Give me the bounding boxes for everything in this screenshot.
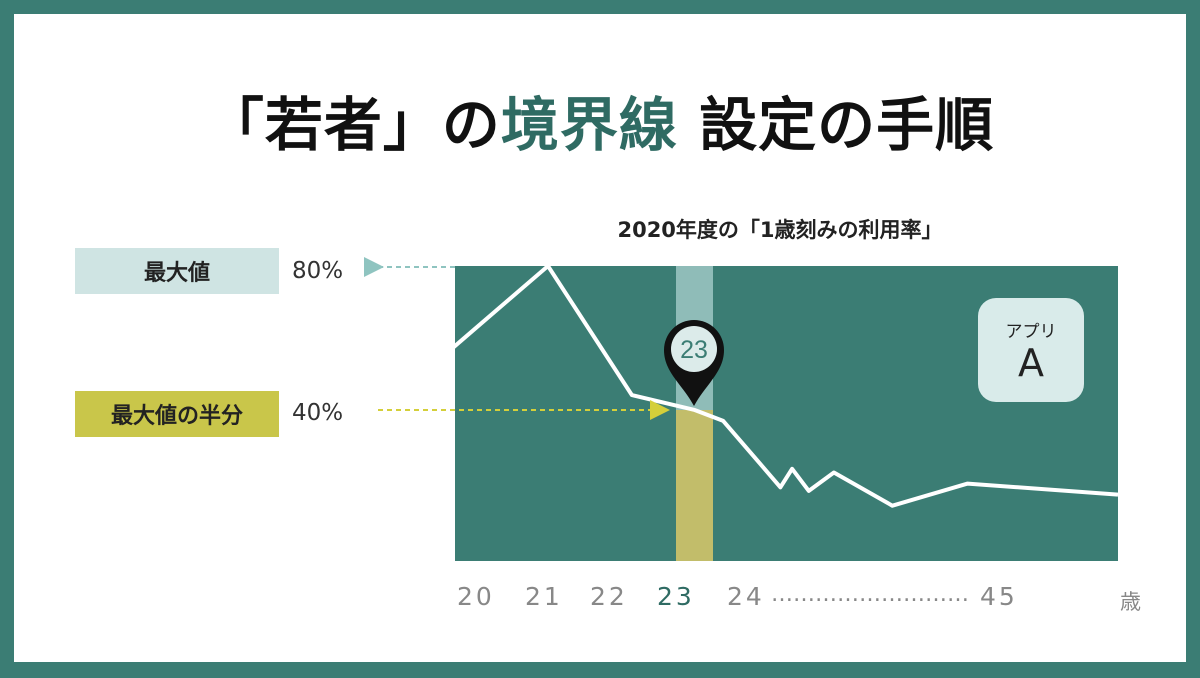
max-value-percent: 80% (292, 258, 344, 284)
x-tick-ellipsis: ……………………… (771, 582, 969, 607)
title-part-2: 境界線 (500, 91, 678, 159)
x-tick-label-highlight: 23 (657, 582, 695, 611)
x-tick-label: 24 (727, 582, 765, 611)
highlight-band-lower (676, 410, 713, 561)
page-title: 「若者」の境界線 設定の手順 (0, 78, 1200, 162)
marker-label: 23 (680, 336, 708, 364)
app-label-big: A (1018, 340, 1044, 385)
x-tick-label: 45 (980, 582, 1018, 611)
chart-title: 2020年度の「1歳刻みの利用率」 (617, 218, 943, 242)
half-value-percent: 40% (292, 400, 344, 426)
series-line (448, 264, 1119, 508)
x-tick-label: 22 (590, 582, 628, 611)
x-axis-unit: 歳 (1120, 590, 1141, 614)
x-tick-label: 20 (457, 582, 495, 611)
location-pin-icon: 23 (664, 320, 724, 406)
x-tick-label: 21 (525, 582, 563, 611)
app-label-small: アプリ (1005, 321, 1057, 342)
app-a-badge: アプリ A (978, 298, 1084, 402)
max-value-label: 最大値 (75, 248, 279, 294)
title-part-1: 「若者」の (205, 91, 501, 159)
title-part-3: 設定の手順 (677, 91, 995, 159)
half-value-label: 最大値の半分 (75, 391, 279, 437)
